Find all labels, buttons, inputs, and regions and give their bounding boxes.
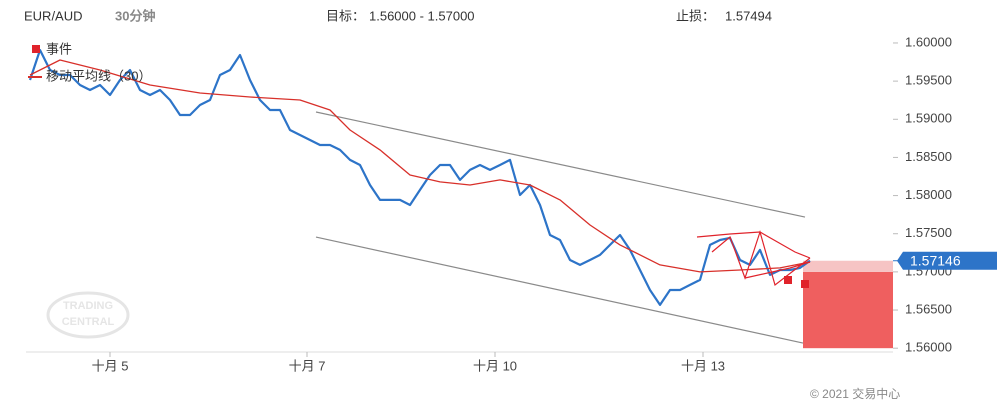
stop-label: 止损： <box>676 8 715 23</box>
last-value-label: 1.57146 <box>910 252 961 268</box>
x-tick-label: 十月 13 <box>681 358 725 373</box>
price-line <box>28 48 811 306</box>
symbol: EUR/AUD <box>24 8 83 23</box>
last-value-tag <box>897 251 997 270</box>
x-tick-label: 十月 7 <box>289 358 326 373</box>
pattern-line <box>711 229 811 287</box>
y-tick-label: 1.57500 <box>905 225 952 240</box>
event-marker <box>784 276 792 284</box>
stop-text: 1.57494 <box>725 8 772 23</box>
target-zone <box>803 271 893 349</box>
watermark-text: CENTRAL <box>62 316 115 328</box>
y-tick-label: 1.58000 <box>905 187 952 202</box>
trend-line <box>315 236 804 344</box>
target-text: 1.56000 - 1.57000 <box>369 8 475 23</box>
pattern-line <box>696 231 811 259</box>
target-label: 目标： <box>326 8 365 23</box>
y-tick-label: 1.60000 <box>905 34 952 49</box>
y-tick-label: 1.59500 <box>905 73 952 88</box>
y-tick-label: 1.56500 <box>905 301 952 316</box>
trend-line <box>315 111 806 218</box>
watermark-text: TRADING <box>63 300 113 312</box>
event-marker <box>801 280 809 288</box>
pattern <box>696 229 811 287</box>
legend-ma: 移动平均线（30） <box>46 68 151 83</box>
x-tick-label: 十月 10 <box>473 358 517 373</box>
timeframe: 30分钟 <box>115 8 155 23</box>
pattern-line <box>744 261 811 279</box>
y-tick-label: 1.56000 <box>905 340 952 355</box>
x-tick-label: 十月 5 <box>92 358 129 373</box>
ma-line <box>29 59 811 273</box>
y-tick-label: 1.58500 <box>905 149 952 164</box>
footer: © 2021 交易中心 <box>810 386 900 401</box>
y-tick-label: 1.59000 <box>905 111 952 126</box>
current-band <box>803 260 893 272</box>
watermark: TRADING CENTRAL <box>46 291 130 339</box>
legend-events: 事件 <box>46 41 72 56</box>
legend-event-icon <box>32 45 40 53</box>
